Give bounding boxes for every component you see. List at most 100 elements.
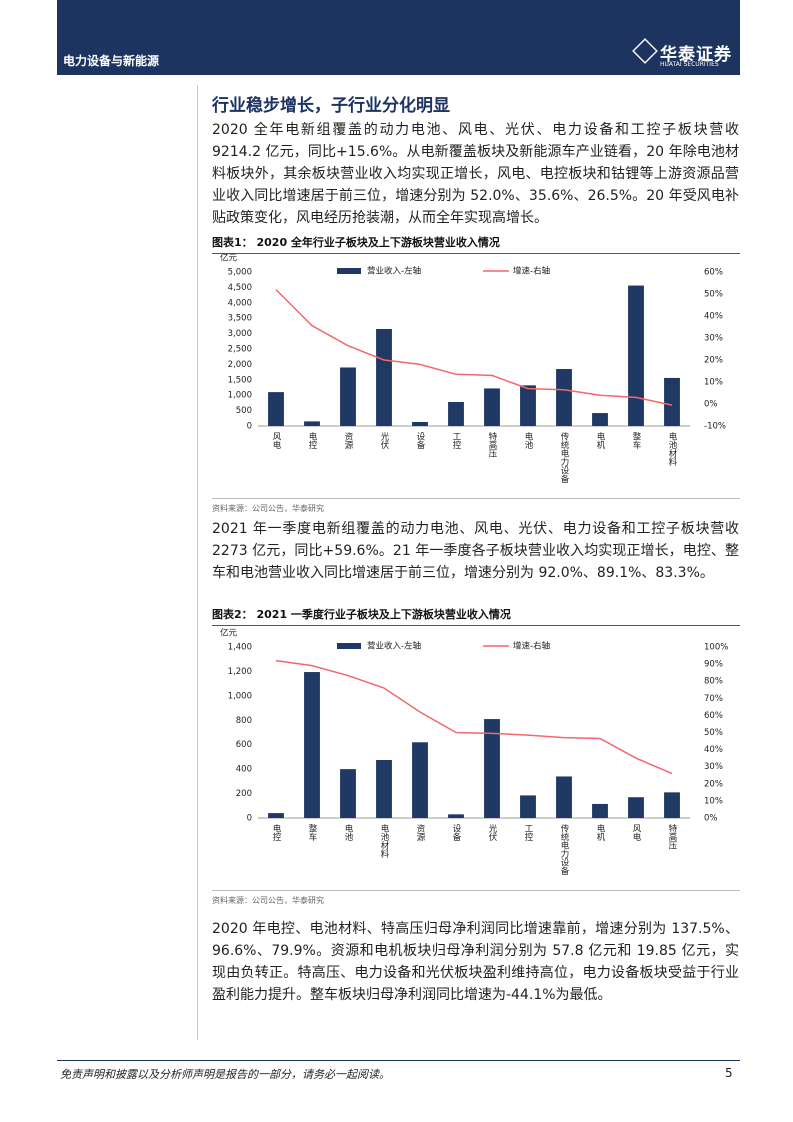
y-tick-label: 1,000 <box>228 691 252 701</box>
bar <box>628 797 644 818</box>
bar <box>664 792 680 818</box>
bar <box>520 795 536 818</box>
y-tick-label: 600 <box>236 740 252 750</box>
y2-tick-label: 70% <box>704 694 723 704</box>
y-tick-label: 2,500 <box>228 345 252 355</box>
x-tick-label: 特高压 <box>667 823 677 850</box>
bar <box>592 413 608 426</box>
x-tick-label: 工控 <box>451 432 461 450</box>
bar <box>448 401 464 426</box>
y2-tick-label: -10% <box>704 422 726 432</box>
x-tick-label: 电控 <box>271 823 281 842</box>
bar <box>484 388 500 426</box>
y-axis-label: 亿元 <box>220 253 238 264</box>
y-tick-label: 3,000 <box>228 329 252 339</box>
x-tick-label: 资源 <box>415 823 425 842</box>
y2-tick-label: 20% <box>704 779 723 789</box>
y2-tick-label: 30% <box>704 334 723 344</box>
bar <box>376 328 392 426</box>
legend-swatch <box>337 268 361 274</box>
footer-rule <box>57 1060 740 1061</box>
x-tick-label: 电池材料 <box>667 431 677 467</box>
x-tick-label: 电机 <box>595 823 605 842</box>
footer-disclaimer: 免责声明和披露以及分析师声明是报告的一部分，请务必一起阅读。 <box>60 1068 390 1081</box>
chart: 亿元 0 500 1,000 1,500 2,000 2,500 3,000 3,500 4,00… <box>220 253 726 484</box>
y2-tick-label: 80% <box>704 677 723 687</box>
x-tick-label: 整车 <box>307 823 317 842</box>
logo-icon <box>632 38 658 64</box>
bar <box>268 392 284 426</box>
paragraph: 2020 全年电新组覆盖的动力电池、风电、光伏、电力设备和工控子板块营收 921… <box>212 122 739 226</box>
x-tick-label: 设备 <box>451 823 461 842</box>
x-tick-label: 光伏 <box>487 823 497 842</box>
x-tick-label: 资源 <box>343 431 353 450</box>
bar <box>628 285 644 426</box>
bar <box>340 367 356 426</box>
bar <box>556 369 572 426</box>
x-tick-label: 电机 <box>595 431 605 450</box>
legend-label: 增速-右轴 <box>513 266 550 277</box>
y2-tick-label: 10% <box>704 796 723 806</box>
x-tick-label: 设备 <box>415 431 425 450</box>
y2-tick-label: 0% <box>704 400 718 410</box>
chart-title: 图表2： 2021 一季度行业子板块及上下游板块营业收入情况 <box>212 606 740 626</box>
bar <box>304 672 320 818</box>
y-tick-label: 0 <box>247 814 252 824</box>
legend-label: 营业收入-左轴 <box>367 266 421 277</box>
legend-label: 营业收入-左轴 <box>367 641 421 652</box>
y-tick-label: 1,400 <box>228 643 252 653</box>
logo-en: HUATAI SECURITIES <box>660 61 719 68</box>
x-tick-label: 电池材料 <box>379 823 389 859</box>
x-tick-label: 工控 <box>523 824 533 842</box>
bar <box>412 421 428 426</box>
x-tick-label: 电控 <box>307 431 317 450</box>
x-tick-label: 电池 <box>343 823 353 841</box>
margin-rule <box>197 85 198 1040</box>
y2-tick-label: 0% <box>704 814 718 824</box>
heading: 行业稳步增长，子行业分化明显 <box>212 96 450 116</box>
chart-title: 图表1： 2020 全年行业子板块及上下游板块营业收入情况 <box>212 234 740 254</box>
y-tick-label: 4,000 <box>228 298 252 308</box>
y2-tick-label: 20% <box>704 356 723 366</box>
paragraph: 2021 年一季度电新组覆盖的动力电池、风电、光伏、电力设备和工控子板块营收 2… <box>212 521 739 581</box>
y2-tick-label: 30% <box>704 762 723 772</box>
x-tick-label: 风电 <box>271 432 281 449</box>
y-tick-label: 500 <box>236 406 252 416</box>
y-tick-label: 1,200 <box>228 667 252 677</box>
bar <box>520 385 536 426</box>
bar <box>448 814 464 818</box>
legend-swatch <box>337 643 361 649</box>
y2-tick-label: 10% <box>704 378 723 388</box>
bar <box>268 813 284 818</box>
y2-tick-label: 50% <box>704 728 723 738</box>
y-tick-label: 1,000 <box>228 391 252 401</box>
line <box>275 659 673 775</box>
legend-label: 增速-右轴 <box>513 641 550 652</box>
y-axis-label: 亿元 <box>220 628 238 639</box>
y-tick-label: 200 <box>236 789 252 799</box>
bar <box>304 421 320 426</box>
y2-tick-label: 100% <box>704 643 728 653</box>
y2-tick-label: 40% <box>704 745 723 755</box>
x-tick-label: 传统电力设备 <box>559 431 569 484</box>
header-section: 电力设备与新能源 <box>63 54 160 68</box>
paragraph: 2020 年电控、电池材料、特高压归母净利润同比增速靠前，增速分别为 137.5… <box>212 921 739 1003</box>
y-tick-label: 4,500 <box>228 283 252 293</box>
page-number: 5 <box>725 1066 733 1080</box>
header-band: 电力设备与新能源 华泰证券 HUATAI SECURITIES <box>57 0 740 75</box>
bar <box>340 769 356 818</box>
bar <box>592 803 608 818</box>
x-tick-label: 光伏 <box>379 431 389 450</box>
bar <box>412 742 428 818</box>
source: 资料来源：公司公告，华泰研究 <box>212 498 740 514</box>
x-tick-label: 特高压 <box>487 431 497 458</box>
bar <box>484 719 500 818</box>
y-tick-label: 2,000 <box>228 360 252 370</box>
bar <box>664 377 680 426</box>
y2-tick-label: 60% <box>704 268 723 278</box>
x-tick-label: 整车 <box>631 431 641 450</box>
source: 资料来源：公司公告，华泰研究 <box>212 890 740 906</box>
y-tick-label: 3,500 <box>228 314 252 324</box>
x-tick-label: 风电 <box>631 824 641 841</box>
